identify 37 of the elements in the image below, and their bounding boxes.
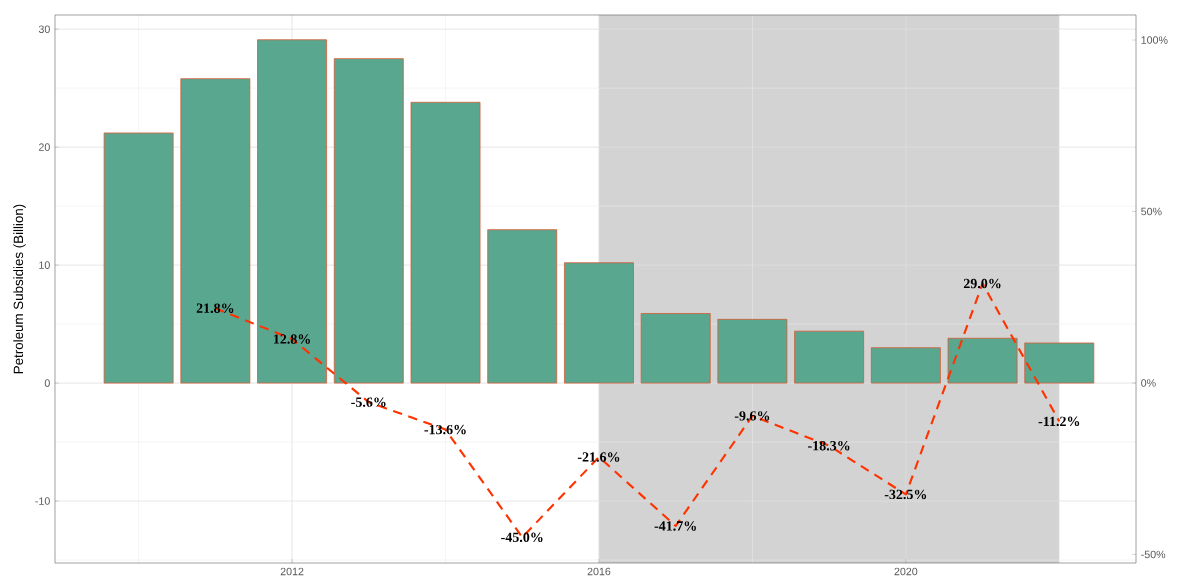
data-label: -18.3% [808,440,850,451]
y-tick-label: 0 [44,379,50,387]
data-label: -9.6% [734,411,770,421]
bar [947,337,1018,384]
data-label: 29.0% [963,278,1001,289]
x-tick-label: 2012 [280,567,304,576]
bar [1024,342,1095,384]
bar [103,132,174,384]
data-label: -11.2% [1038,416,1080,427]
bar [487,229,558,384]
bar [564,262,634,384]
y2-tick-label: 0% [1141,379,1156,387]
y2-tick-label: -50% [1141,550,1166,559]
data-label: -21.6% [577,452,620,462]
bar [717,318,788,384]
y-tick-label: -10 [35,497,50,505]
bar [333,58,404,384]
data-label: -45.0% [501,532,543,543]
y-tick-label: 30 [38,25,50,33]
data-label: -13.6% [424,424,466,435]
y-tick-label: 20 [38,143,50,151]
data-label: 21.8% [196,303,234,313]
bar [794,330,865,384]
bar [410,101,481,384]
data-label: -32.5% [884,489,927,500]
data-label: -5.6% [351,397,386,407]
y-tick-label: 10 [39,261,50,269]
y2-tick-label: 100% [1141,36,1168,44]
x-tick-label: 2016 [587,567,611,576]
bar [257,39,327,384]
y-axis-title: Petroleum Subsidies (Billion) [13,204,26,374]
data-label: -41.7% [654,521,696,531]
bar [180,78,251,384]
x-tick-label: 2020 [894,567,918,576]
bar [870,347,941,384]
y2-tick-label: 50% [1141,207,1162,216]
bar [640,313,711,384]
